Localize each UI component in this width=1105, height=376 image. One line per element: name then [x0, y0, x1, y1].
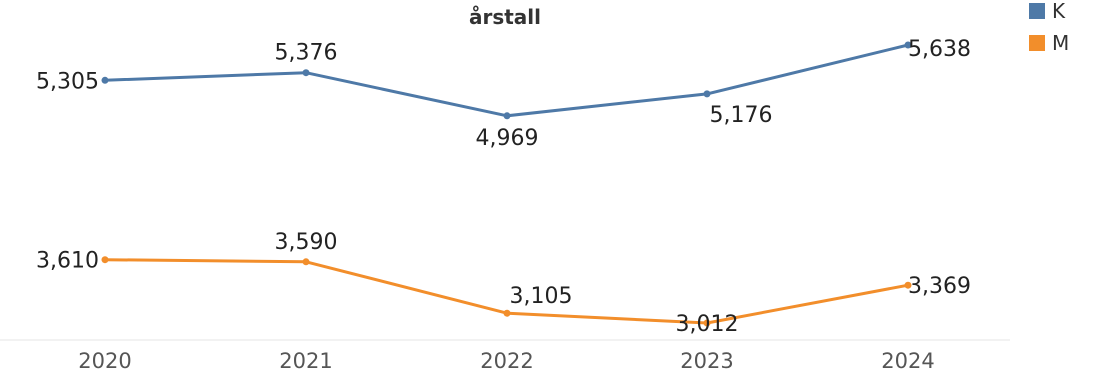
- series-layer: 5,305 5,376 4,969 5,176 5,638 3,610 3,590 3,105…: [36, 37, 971, 337]
- series-line-k: [103, 43, 910, 118]
- x-tick-2022: 2022: [480, 349, 533, 373]
- data-label-k-2021: 5,376: [275, 41, 338, 66]
- legend-label-k: K: [1052, 0, 1066, 23]
- data-label-k-2023: 5,176: [710, 103, 773, 128]
- legend-swatch-m: [1029, 35, 1045, 51]
- point-k-2021: [302, 69, 310, 77]
- chart-title: årstall: [469, 5, 541, 29]
- x-tick-2020: 2020: [78, 349, 131, 373]
- point-m-2021: [302, 258, 310, 266]
- point-m-2022: [503, 309, 511, 317]
- data-label-k-2024: 5,638: [908, 37, 971, 62]
- data-label-k-2022: 4,969: [476, 126, 539, 151]
- data-label-m-2020: 3,610: [36, 249, 99, 274]
- x-tick-2024: 2024: [881, 349, 934, 373]
- x-axis-ticks: 2020 2021 2022 2023 2024: [78, 349, 934, 373]
- point-k-2020: [101, 76, 109, 84]
- point-k-2022: [503, 112, 511, 120]
- data-label-m-2024: 3,369: [908, 274, 971, 299]
- legend-label-m: M: [1052, 31, 1069, 55]
- data-label-m-2023: 3,012: [676, 312, 739, 337]
- x-tick-2023: 2023: [680, 349, 733, 373]
- data-label-k-2020: 5,305: [36, 69, 99, 94]
- point-m-2023: [703, 319, 711, 327]
- point-k-2024: [904, 41, 912, 49]
- data-label-m-2021: 3,590: [275, 230, 338, 255]
- x-tick-2021: 2021: [279, 349, 332, 373]
- point-m-2020: [101, 256, 109, 264]
- point-k-2023: [703, 90, 711, 98]
- point-m-2024: [904, 281, 912, 289]
- data-label-m-2022: 3,105: [510, 284, 573, 309]
- legend: K M: [1029, 0, 1069, 55]
- legend-swatch-k: [1029, 3, 1045, 19]
